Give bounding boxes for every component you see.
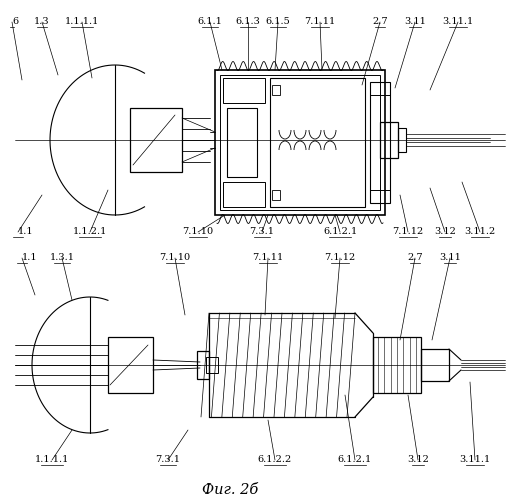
Bar xyxy=(220,75,380,210)
Text: 6.1.1: 6.1.1 xyxy=(197,18,222,26)
Bar xyxy=(370,95,390,190)
Text: 2.7: 2.7 xyxy=(407,254,423,262)
Text: 6: 6 xyxy=(12,18,18,26)
Bar xyxy=(206,357,218,373)
Text: 1.1.1.1: 1.1.1.1 xyxy=(35,456,69,464)
Bar xyxy=(272,190,280,200)
Text: 7.1.11: 7.1.11 xyxy=(304,18,336,26)
Text: 1.1: 1.1 xyxy=(18,228,34,236)
Text: 3.11: 3.11 xyxy=(404,18,426,26)
Bar xyxy=(223,78,265,103)
Text: 3.11.1: 3.11.1 xyxy=(460,456,491,464)
Text: 1.1.2.1: 1.1.2.1 xyxy=(73,228,107,236)
Bar xyxy=(215,70,385,215)
Bar xyxy=(380,122,398,158)
Text: 7.1.11: 7.1.11 xyxy=(252,254,283,262)
Text: 6.1.2.1: 6.1.2.1 xyxy=(338,456,372,464)
Text: 1.1: 1.1 xyxy=(22,254,38,262)
Bar xyxy=(272,85,280,95)
Text: 6.1.5: 6.1.5 xyxy=(266,18,290,26)
Bar xyxy=(370,82,390,203)
Bar xyxy=(227,108,257,177)
Text: 3.11: 3.11 xyxy=(439,254,461,262)
Text: 3.12: 3.12 xyxy=(407,456,429,464)
Text: 3.12: 3.12 xyxy=(434,228,456,236)
Bar xyxy=(130,108,182,172)
Text: 7.3.1: 7.3.1 xyxy=(250,228,275,236)
Bar xyxy=(197,351,209,379)
Text: 7.3.1: 7.3.1 xyxy=(155,456,180,464)
Text: 2.7: 2.7 xyxy=(372,18,388,26)
Bar xyxy=(223,182,265,207)
Bar xyxy=(270,78,365,207)
Text: 1.1.1.1: 1.1.1.1 xyxy=(65,18,99,26)
Text: 6.1.3: 6.1.3 xyxy=(235,18,260,26)
Text: 7.1.12: 7.1.12 xyxy=(392,228,424,236)
Text: 7.1.10: 7.1.10 xyxy=(159,254,191,262)
Bar xyxy=(373,337,421,393)
Text: 1.3: 1.3 xyxy=(34,18,50,26)
Text: 7.1.12: 7.1.12 xyxy=(325,254,356,262)
Text: 3.11.1: 3.11.1 xyxy=(442,18,474,26)
Text: 6.1.2.2: 6.1.2.2 xyxy=(258,456,292,464)
Text: 3.11.2: 3.11.2 xyxy=(464,228,495,236)
Bar xyxy=(398,128,406,152)
Text: Фиг. 2б: Фиг. 2б xyxy=(202,483,258,497)
Text: 7.1.10: 7.1.10 xyxy=(182,228,214,236)
Text: 6.1.2.1: 6.1.2.1 xyxy=(323,228,357,236)
Text: 1.3.1: 1.3.1 xyxy=(49,254,75,262)
Bar xyxy=(421,349,449,381)
Bar xyxy=(108,337,153,393)
